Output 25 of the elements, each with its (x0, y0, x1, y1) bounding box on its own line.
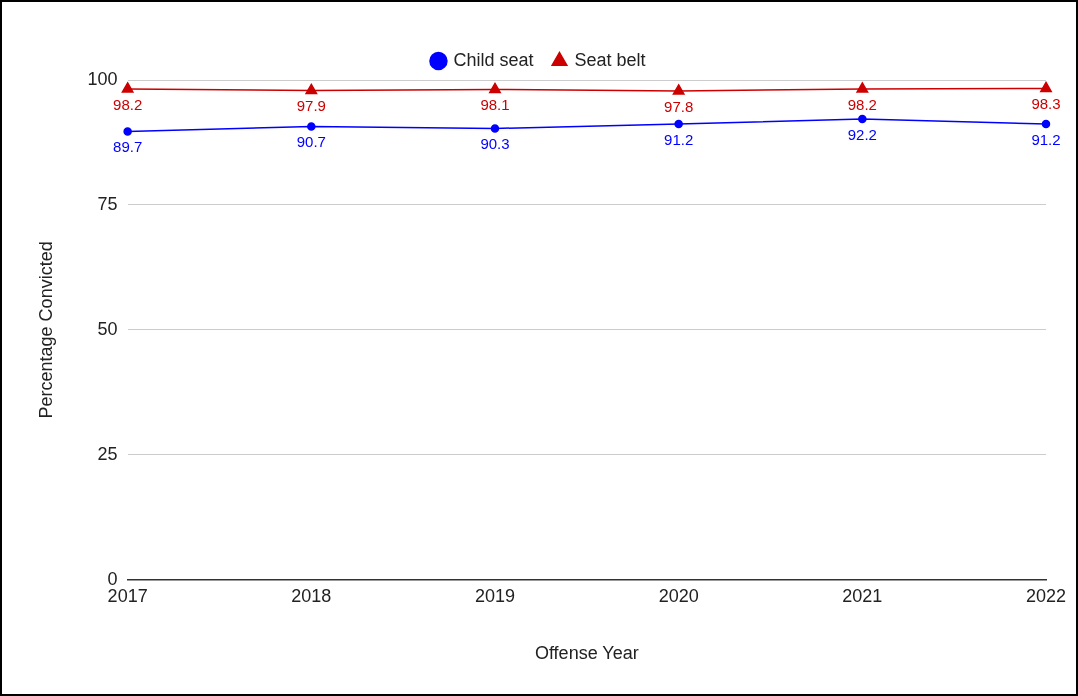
data-label: 90.7 (296, 133, 326, 151)
legend-label: Seat belt (574, 49, 646, 70)
x-tick-label: 2019 (474, 585, 515, 606)
data-label: 98.2 (113, 95, 143, 113)
data-label: 90.3 (480, 135, 510, 153)
data-label: 92.2 (847, 125, 877, 143)
x-tick-label: 2022 (1025, 585, 1067, 606)
data-label: 98.2 (847, 95, 877, 113)
data-label: 97.9 (296, 97, 326, 115)
data-label: 98.1 (480, 96, 510, 114)
y-tick-label: 50 (97, 318, 118, 339)
x-axis-title: Offense Year (534, 643, 639, 664)
y-tick-label: 100 (87, 68, 118, 89)
y-axis-title: Percentage Convicted (35, 241, 56, 419)
data-label: 98.3 (1031, 95, 1061, 113)
y-tick-label: 75 (97, 193, 118, 214)
data-label: 91.2 (664, 130, 694, 148)
data-label: 91.2 (1031, 130, 1061, 148)
y-tick-label: 25 (97, 443, 118, 464)
x-tick-label: 2018 (291, 585, 332, 606)
data-label: 89.7 (113, 138, 143, 156)
legend-label: Child seat (453, 49, 534, 70)
x-tick-label: 2020 (658, 585, 699, 606)
data-label: 97.8 (664, 97, 694, 115)
x-tick-label: 2021 (842, 585, 883, 606)
